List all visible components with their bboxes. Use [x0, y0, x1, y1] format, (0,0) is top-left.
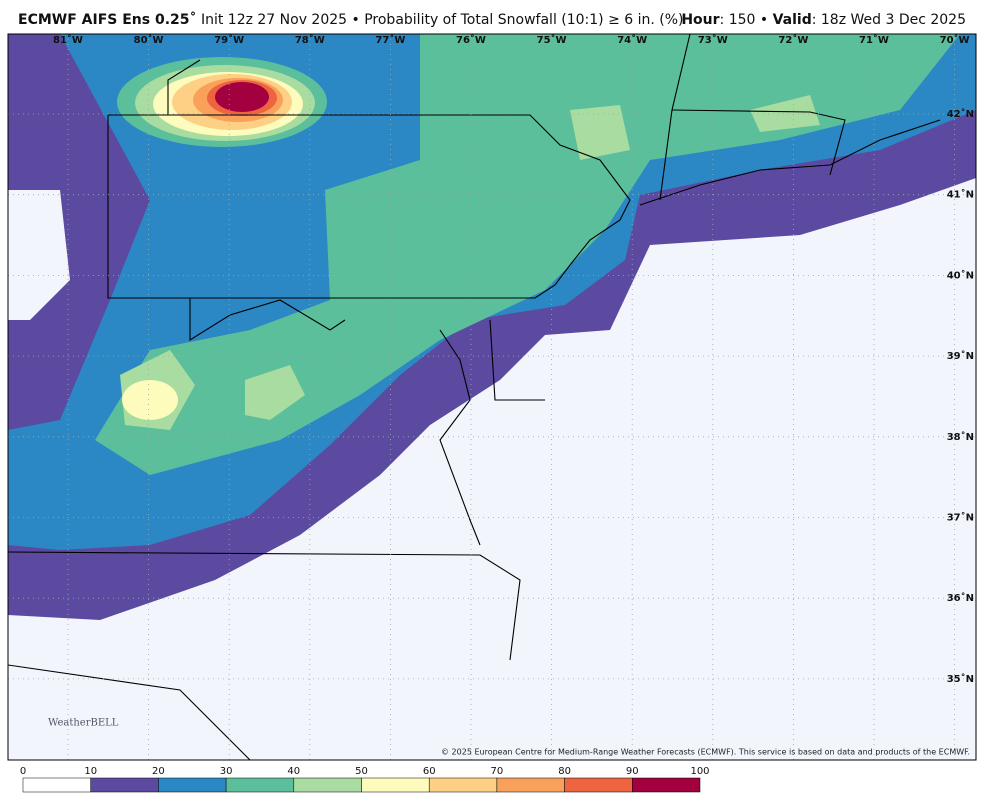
lat-label: 42˚N	[947, 108, 974, 120]
lon-label: 79˚W	[214, 34, 244, 46]
colorbar-segment	[361, 777, 430, 793]
lat-label: 40˚N	[947, 269, 974, 281]
logo: WeatherBELL	[48, 718, 119, 729]
colorbar-tick: 30	[220, 766, 233, 777]
lon-label: 77˚W	[375, 34, 405, 46]
colorbar-segment	[225, 777, 295, 793]
graticule	[8, 34, 976, 760]
lat-label: 38˚N	[947, 431, 974, 443]
valid-text: : 18z Wed 3 Dec 2025	[811, 12, 966, 28]
copyright: © 2025 European Centre for Medium-Range …	[441, 748, 970, 757]
hour-key: Hour	[681, 12, 720, 28]
colorbar-tick: 50	[355, 766, 368, 777]
title: ECMWF AIFS Ens 0.25˚ Init 12z 27 Nov 202…	[18, 12, 684, 28]
colorbar-segment	[90, 777, 159, 793]
lat-label: 41˚N	[947, 189, 974, 201]
lon-label: 78˚W	[295, 34, 325, 46]
colorbar-segment	[496, 777, 565, 793]
colorbar: 0 10 20 30 40 50 60 70 80 90 100	[20, 766, 710, 793]
colorbar-tick: 10	[84, 766, 97, 777]
colorbar-segment	[22, 777, 91, 793]
lon-label: 71˚W	[859, 34, 889, 46]
lon-label: 70˚W	[940, 34, 970, 46]
hour-text: : 150 •	[719, 12, 773, 28]
colorbar-tick: 70	[491, 766, 504, 777]
colorbar-tick: 0	[20, 766, 26, 777]
colorbar-segment	[293, 777, 362, 793]
lat-label: 37˚N	[947, 512, 974, 524]
lat-label: 35˚N	[947, 673, 974, 685]
colorbar-tick: 100	[690, 766, 709, 777]
colorbar-tick: 40	[287, 766, 300, 777]
lon-label: 80˚W	[134, 34, 164, 46]
colorbar-segment	[632, 777, 701, 793]
colorbar-segment	[428, 777, 498, 793]
lon-label: 75˚W	[537, 34, 567, 46]
title-model: ECMWF AIFS Ens 0.25˚	[18, 12, 197, 28]
lon-label: 73˚W	[698, 34, 728, 46]
colorbar-tick: 60	[423, 766, 436, 777]
lon-label: 72˚W	[778, 34, 808, 46]
valid-key: Valid	[772, 12, 812, 28]
lon-label: 81˚W	[53, 34, 83, 46]
lon-label: 76˚W	[456, 34, 486, 46]
lon-label: 74˚W	[617, 34, 647, 46]
colorbar-tick: 80	[558, 766, 571, 777]
colorbar-segment	[564, 777, 633, 793]
title-desc: Init 12z 27 Nov 2025 • Probability of To…	[200, 12, 684, 28]
colorbar-tick: 90	[626, 766, 639, 777]
lat-label: 36˚N	[947, 592, 974, 604]
map	[8, 34, 976, 760]
valid-info: Hour: 150 • Valid: 18z Wed 3 Dec 2025	[681, 12, 966, 28]
lat-label: 39˚N	[947, 350, 974, 362]
colorbar-segment	[158, 777, 227, 793]
colorbar-tick: 20	[152, 766, 165, 777]
